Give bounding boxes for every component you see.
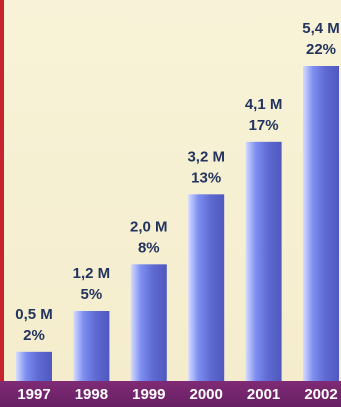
year-label-2002: 2002 xyxy=(304,386,337,403)
percent-label-1998: 5% xyxy=(81,286,103,303)
labels-layer: 0,5 M 2% 1,2 M 5% 2,0 M 8% 3,2 M 13% 4,1 M 17% 5,4… xyxy=(15,20,340,344)
bar-1998 xyxy=(73,311,110,381)
value-label-1999: 2,0 M xyxy=(130,218,168,235)
value-label-2001: 4,1 M xyxy=(245,96,283,113)
year-label-2000: 2000 xyxy=(190,386,223,403)
percent-label-2001: 17% xyxy=(249,117,279,134)
percent-label-2002: 22% xyxy=(306,41,336,58)
bar-2002 xyxy=(303,66,339,381)
percent-label-2000: 13% xyxy=(191,169,221,186)
bar-2000 xyxy=(188,194,225,381)
bar-1997 xyxy=(16,351,52,381)
left-accent-rule xyxy=(0,0,4,381)
value-label-2000: 3,2 M xyxy=(187,148,225,165)
year-label-1998: 1998 xyxy=(75,386,108,403)
axis-band xyxy=(0,381,341,407)
value-label-1998: 1,2 M xyxy=(73,265,111,282)
year-label-1997: 1997 xyxy=(17,386,50,403)
year-label-1999: 1999 xyxy=(132,386,165,403)
value-label-2002: 5,4 M xyxy=(302,20,340,37)
bar-1999 xyxy=(130,264,167,381)
years-layer: 1997 1998 1999 2000 2001 2002 xyxy=(17,386,337,403)
percent-label-1999: 8% xyxy=(138,239,160,256)
bars-layer xyxy=(16,66,339,381)
percent-label-1997: 2% xyxy=(23,327,45,344)
year-label-2001: 2001 xyxy=(247,386,280,403)
value-label-1997: 0,5 M xyxy=(15,306,53,323)
bar-2001 xyxy=(245,141,282,381)
